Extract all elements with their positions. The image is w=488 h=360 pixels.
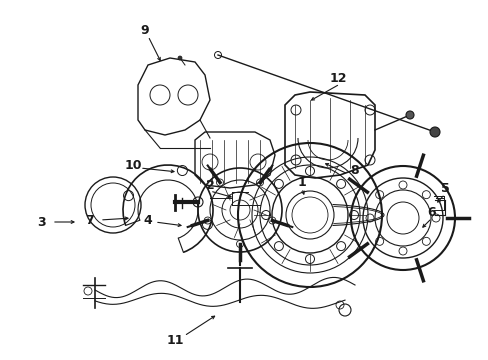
Text: 8: 8 [350,163,359,176]
Text: 11: 11 [166,333,183,346]
Text: 10: 10 [124,158,142,171]
Text: 9: 9 [141,23,149,36]
Text: 6: 6 [427,206,435,219]
Text: 5: 5 [440,181,448,194]
Circle shape [429,127,439,137]
Circle shape [178,56,182,60]
Text: 12: 12 [328,72,346,85]
Text: 2: 2 [205,179,214,192]
Text: 1: 1 [297,176,306,189]
Circle shape [405,111,413,119]
Text: 7: 7 [85,213,94,226]
Text: 4: 4 [143,213,152,226]
Text: 3: 3 [38,216,46,229]
